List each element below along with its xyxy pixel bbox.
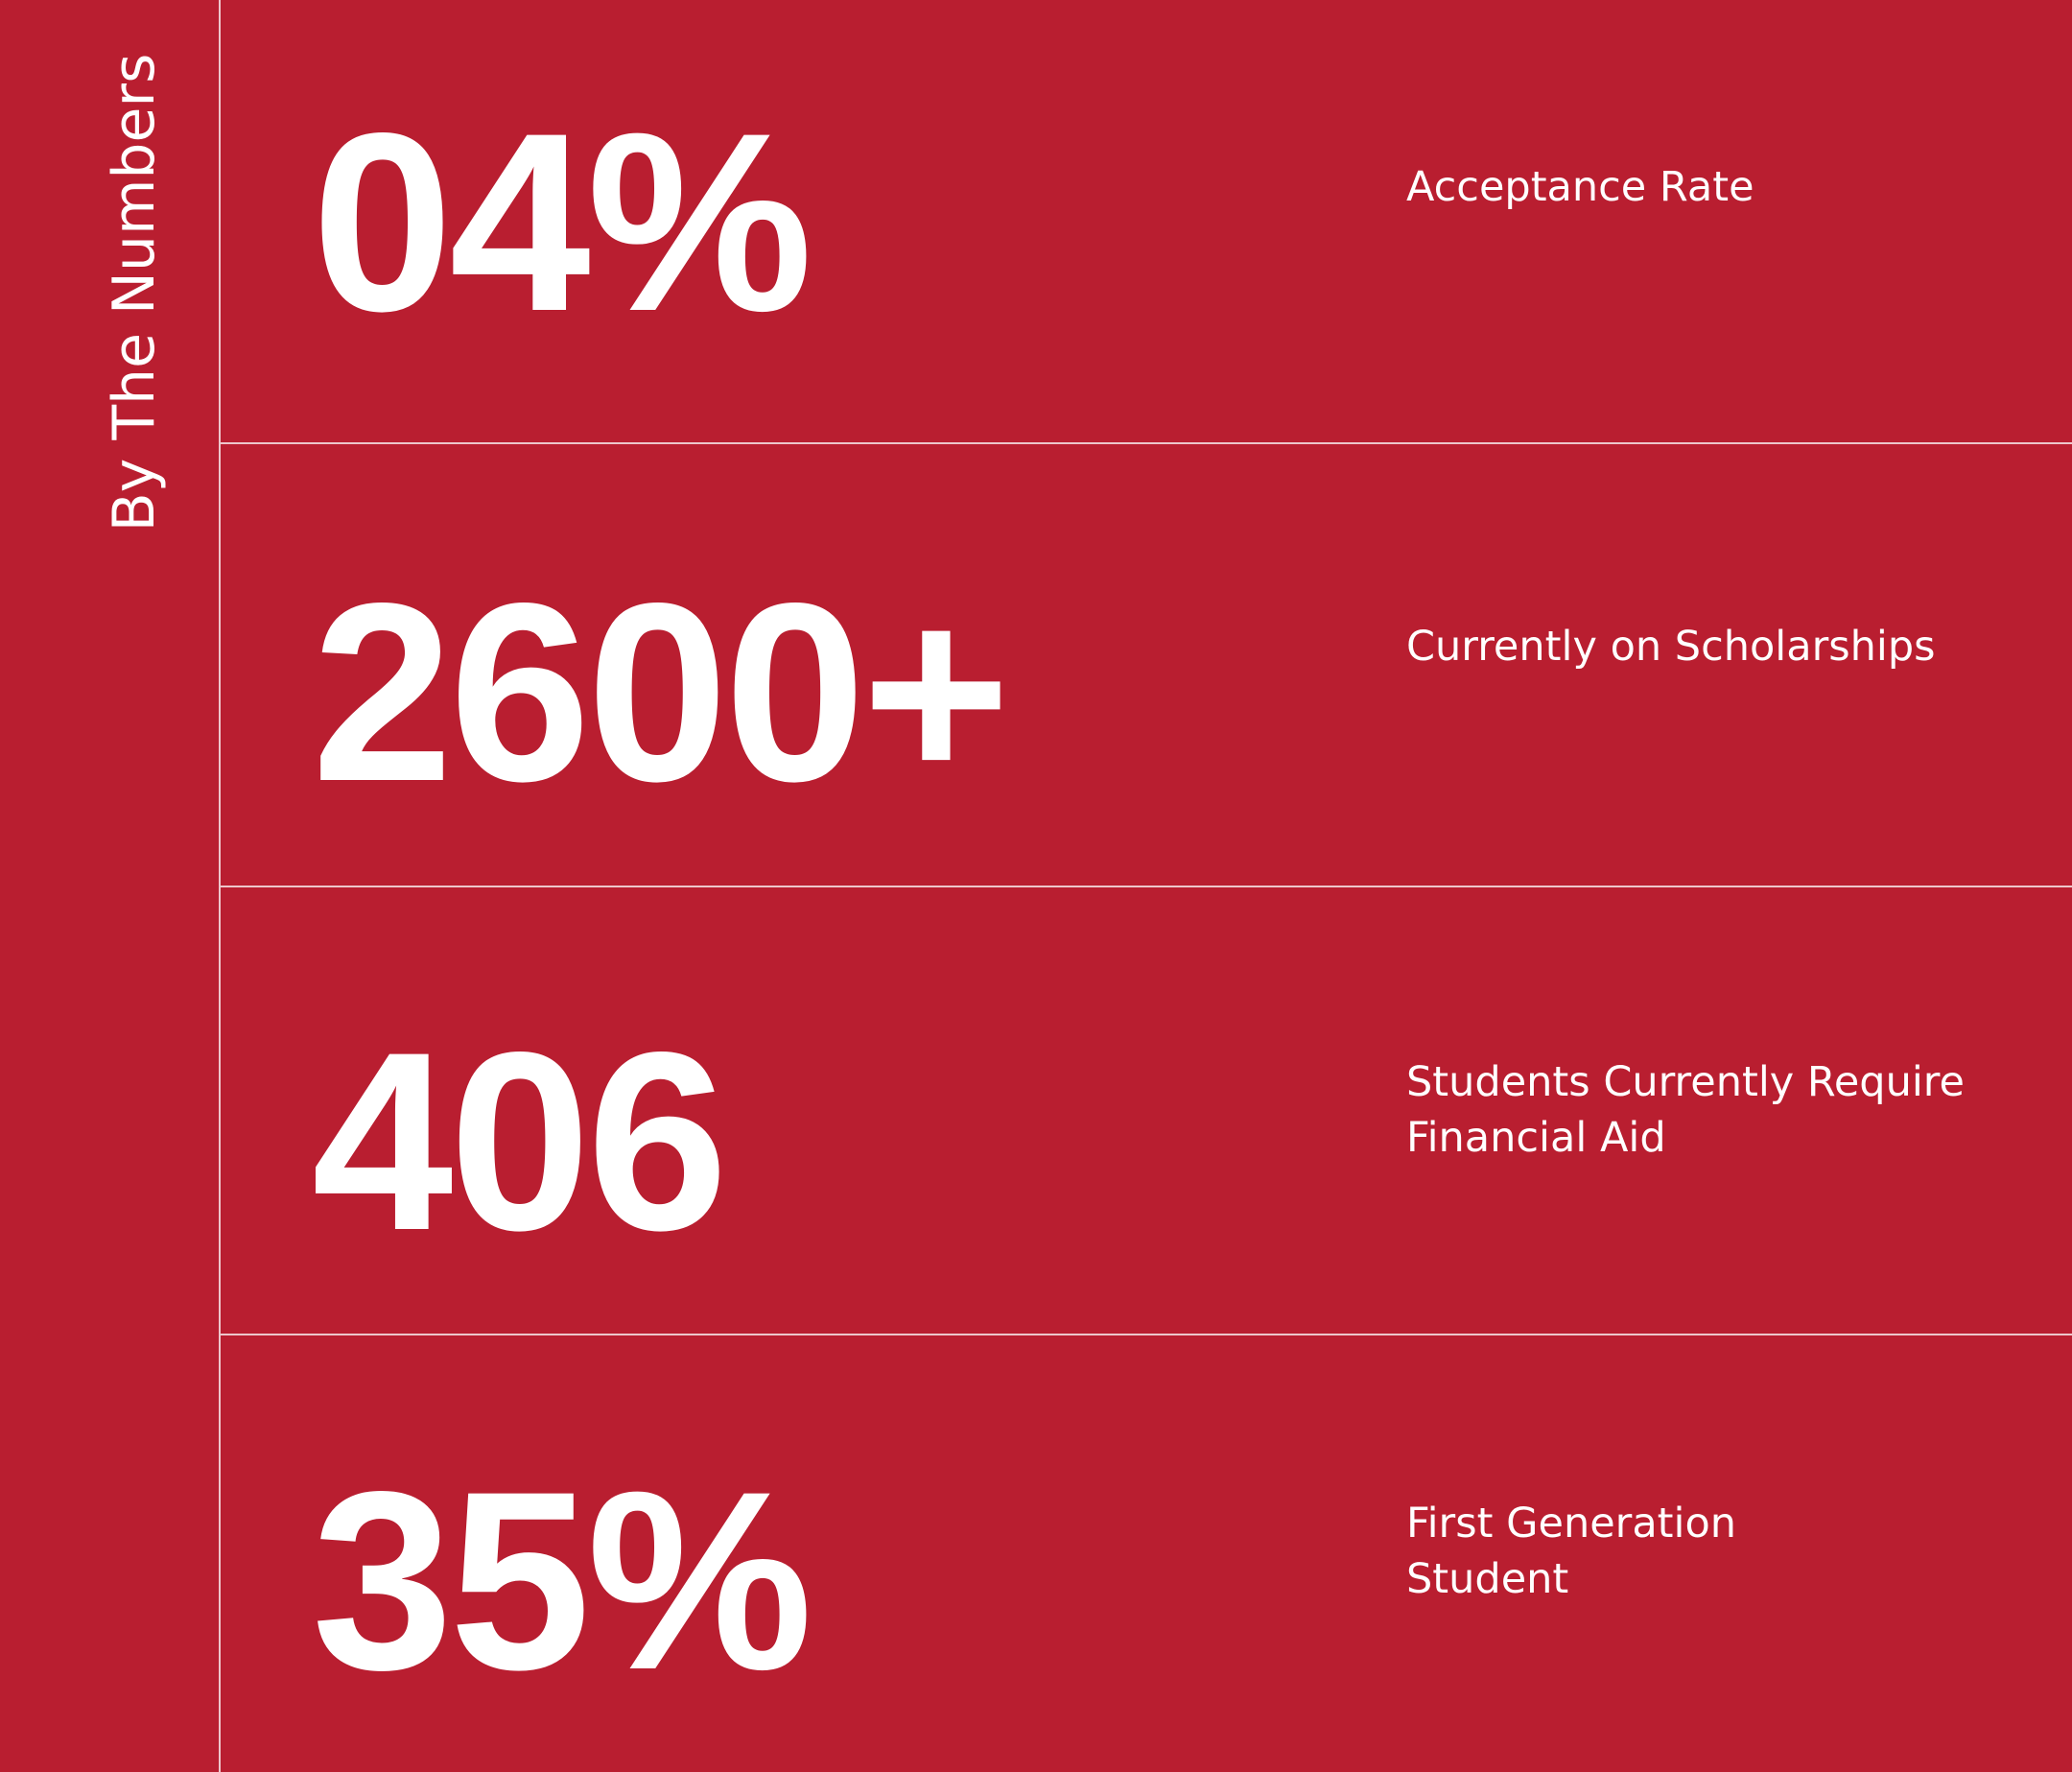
stat-row: 04% Acceptance Rate — [221, 0, 2072, 444]
sidebar-title: By The Numbers — [101, 53, 168, 532]
stat-label: Students Currently Require Financial Aid — [1406, 1058, 1965, 1162]
stat-value: 406 — [312, 1000, 728, 1284]
stat-row: 406 Students Currently Require Financial… — [221, 887, 2072, 1335]
stat-label: First Generation Student — [1406, 1500, 1737, 1603]
stat-value: 2600+ — [312, 551, 1010, 835]
stat-label: Currently on Scholarships — [1406, 623, 1936, 671]
stat-value: 04% — [312, 81, 812, 365]
stat-row: 35% First Generation Student — [221, 1335, 2072, 1772]
sidebar: By The Numbers — [0, 0, 221, 1772]
stats-list: 04% Acceptance Rate 2600+ Currently on S… — [221, 0, 2072, 1772]
stat-row: 2600+ Currently on Scholarships — [221, 444, 2072, 887]
stat-label: Acceptance Rate — [1406, 163, 1754, 211]
stat-value: 35% — [312, 1439, 812, 1723]
